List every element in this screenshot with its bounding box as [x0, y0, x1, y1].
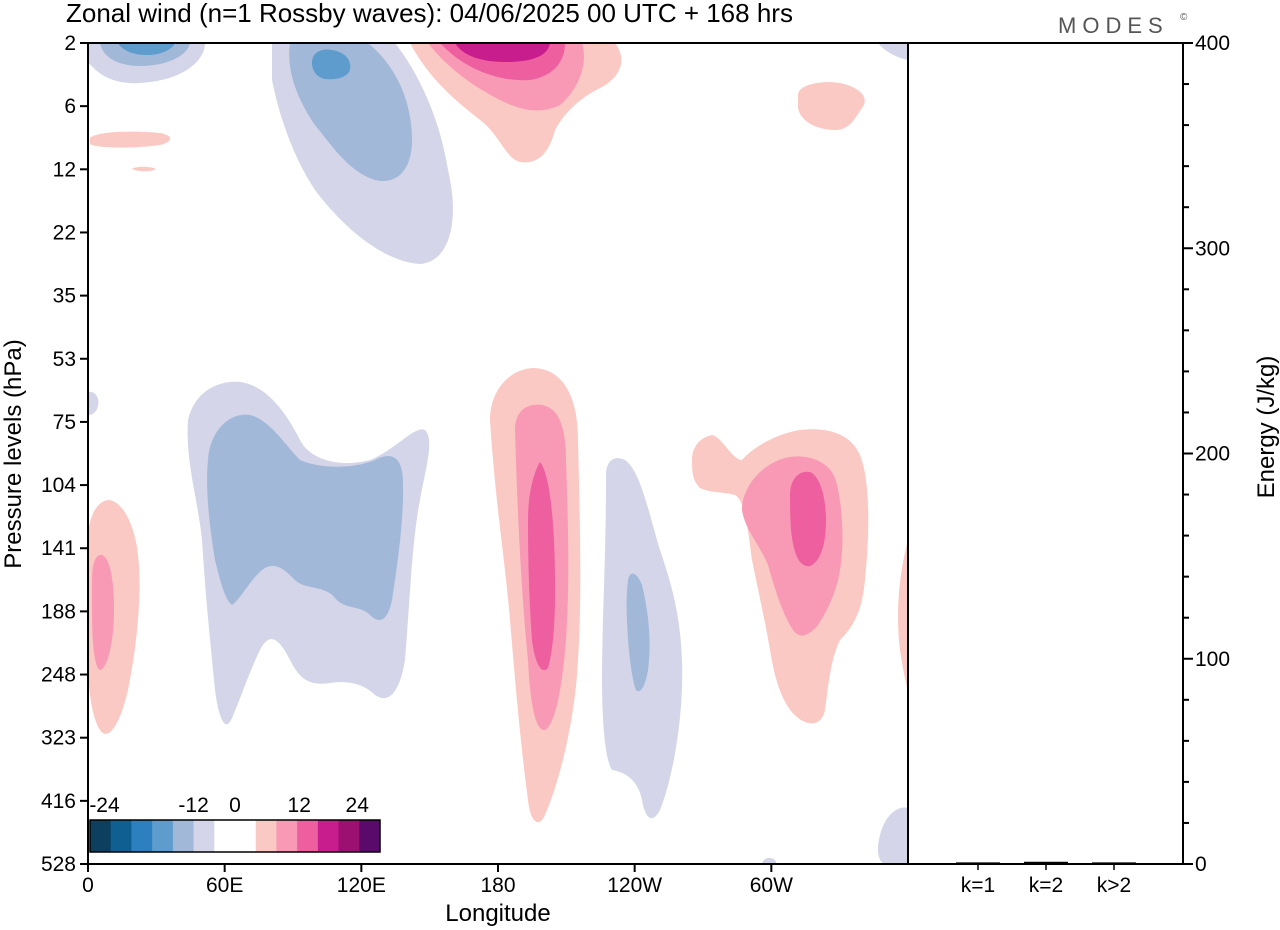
energy-cat-label: k=1 [961, 874, 995, 897]
contour-pos-upper-tiny-b [132, 166, 156, 172]
y-tick-label: 12 [53, 158, 76, 181]
contour-pos-prime-meridian-l2 [92, 554, 114, 670]
energy-bars: k=1 k=2 k>2 [956, 861, 1136, 897]
colorbar-label: -12 [178, 794, 208, 817]
colorbar-swatch [276, 820, 298, 852]
contour-neg-upper-a-l3 [118, 43, 175, 55]
contour-pos-dateline-l3 [528, 462, 556, 671]
colorbar-swatch [359, 820, 381, 852]
x-tick-label: 180 [480, 874, 515, 897]
x-tick-label: 120W [607, 874, 662, 897]
y-tick-label: 75 [53, 411, 76, 434]
x-tick-label: 60E [206, 874, 243, 897]
y-tick-label: 53 [53, 348, 76, 371]
contour-pos-upper-small [798, 82, 865, 130]
colorbar-swatch [255, 820, 277, 852]
energy-axis: 0 100 200 300 400 [1183, 32, 1230, 876]
chart-title: Zonal wind (n=1 Rossby waves): 04/06/202… [66, 0, 793, 28]
energy-tick-label: 300 [1195, 237, 1230, 260]
y-tick-label: 528 [41, 853, 76, 876]
y-tick-label: 104 [41, 474, 76, 497]
energy-tick-label: 200 [1195, 443, 1230, 466]
colorbar-swatch [131, 820, 153, 852]
x-tick-label: 120E [337, 874, 386, 897]
brand-logo: MODES [1058, 13, 1169, 38]
x-tick-label: 0 [82, 874, 94, 897]
colorbar-label: 0 [229, 794, 241, 817]
contour-neg-edge-left [88, 391, 99, 415]
colorbar-swatch [110, 820, 132, 852]
colorbar-label: 12 [288, 794, 311, 817]
colorbar-swatch [235, 820, 257, 852]
contour-neg-right-top [878, 43, 908, 60]
energy-cat-label: k=2 [1029, 874, 1063, 897]
energy-tick-label: 400 [1195, 32, 1230, 55]
colorbar-swatch [193, 820, 215, 852]
y-tick-label: 248 [41, 664, 76, 687]
energy-bar [1092, 862, 1136, 864]
colorbar-label: -24 [89, 794, 120, 817]
contour-neg-upper-b-l2 [289, 43, 412, 182]
contour-neg-upper-b-l3 [312, 49, 351, 80]
energy-tick-label: 0 [1195, 853, 1207, 876]
y-axis-label: Pressure levels (hPa) [0, 339, 27, 568]
colorbar-swatch [338, 820, 360, 852]
energy-tick-label: 100 [1195, 648, 1230, 671]
energy-bar [956, 862, 1000, 864]
y-tick-label: 22 [53, 221, 76, 244]
contour-pos-atlantic-l3 [790, 471, 826, 567]
contour-neg-bottom-tiny [762, 857, 777, 864]
y-tick-label: 416 [41, 790, 76, 813]
colorbar-swatch [90, 820, 112, 852]
contour-pos-upper-a-l4 [455, 43, 550, 62]
x-tick-label: 60W [750, 874, 793, 897]
colorbar-swatch [172, 820, 195, 852]
y-tick-label: 323 [41, 727, 76, 750]
y-tick-label: 188 [41, 600, 76, 623]
x-axis: 0 60E 120E 180 120W 60W [82, 864, 793, 897]
colorbar: -24 -12 0 12 24 [89, 794, 381, 853]
contour-pos-right-edge [897, 540, 908, 690]
energy-axis-label: Energy (J/kg) [1253, 356, 1280, 499]
y-tick-label: 2 [64, 32, 76, 55]
colorbar-swatch [214, 820, 236, 852]
energy-cat-label: k>2 [1097, 874, 1131, 897]
y-tick-label: 141 [41, 537, 76, 560]
brand-mark: © [1180, 12, 1188, 23]
colorbar-label: 24 [346, 794, 370, 817]
contour-neg-mid-asia-l2 [207, 414, 404, 620]
colorbar-swatch [297, 820, 319, 852]
colorbar-swatch [152, 820, 174, 852]
colorbar-frame [89, 819, 381, 853]
colorbar-swatch [317, 820, 340, 852]
contour-neg-east-pacific-l2 [626, 573, 650, 692]
contour-field [88, 43, 908, 864]
y-axis: 2 6 12 22 35 53 75 104 141 188 248 323 416 528 [41, 32, 88, 876]
energy-bar [1024, 861, 1068, 864]
y-tick-label: 6 [64, 95, 76, 118]
x-axis-label: Longitude [445, 900, 550, 927]
y-tick-label: 35 [53, 285, 76, 308]
contour-pos-upper-tiny-a [90, 131, 171, 148]
contour-neg-right-bottom [877, 807, 908, 864]
